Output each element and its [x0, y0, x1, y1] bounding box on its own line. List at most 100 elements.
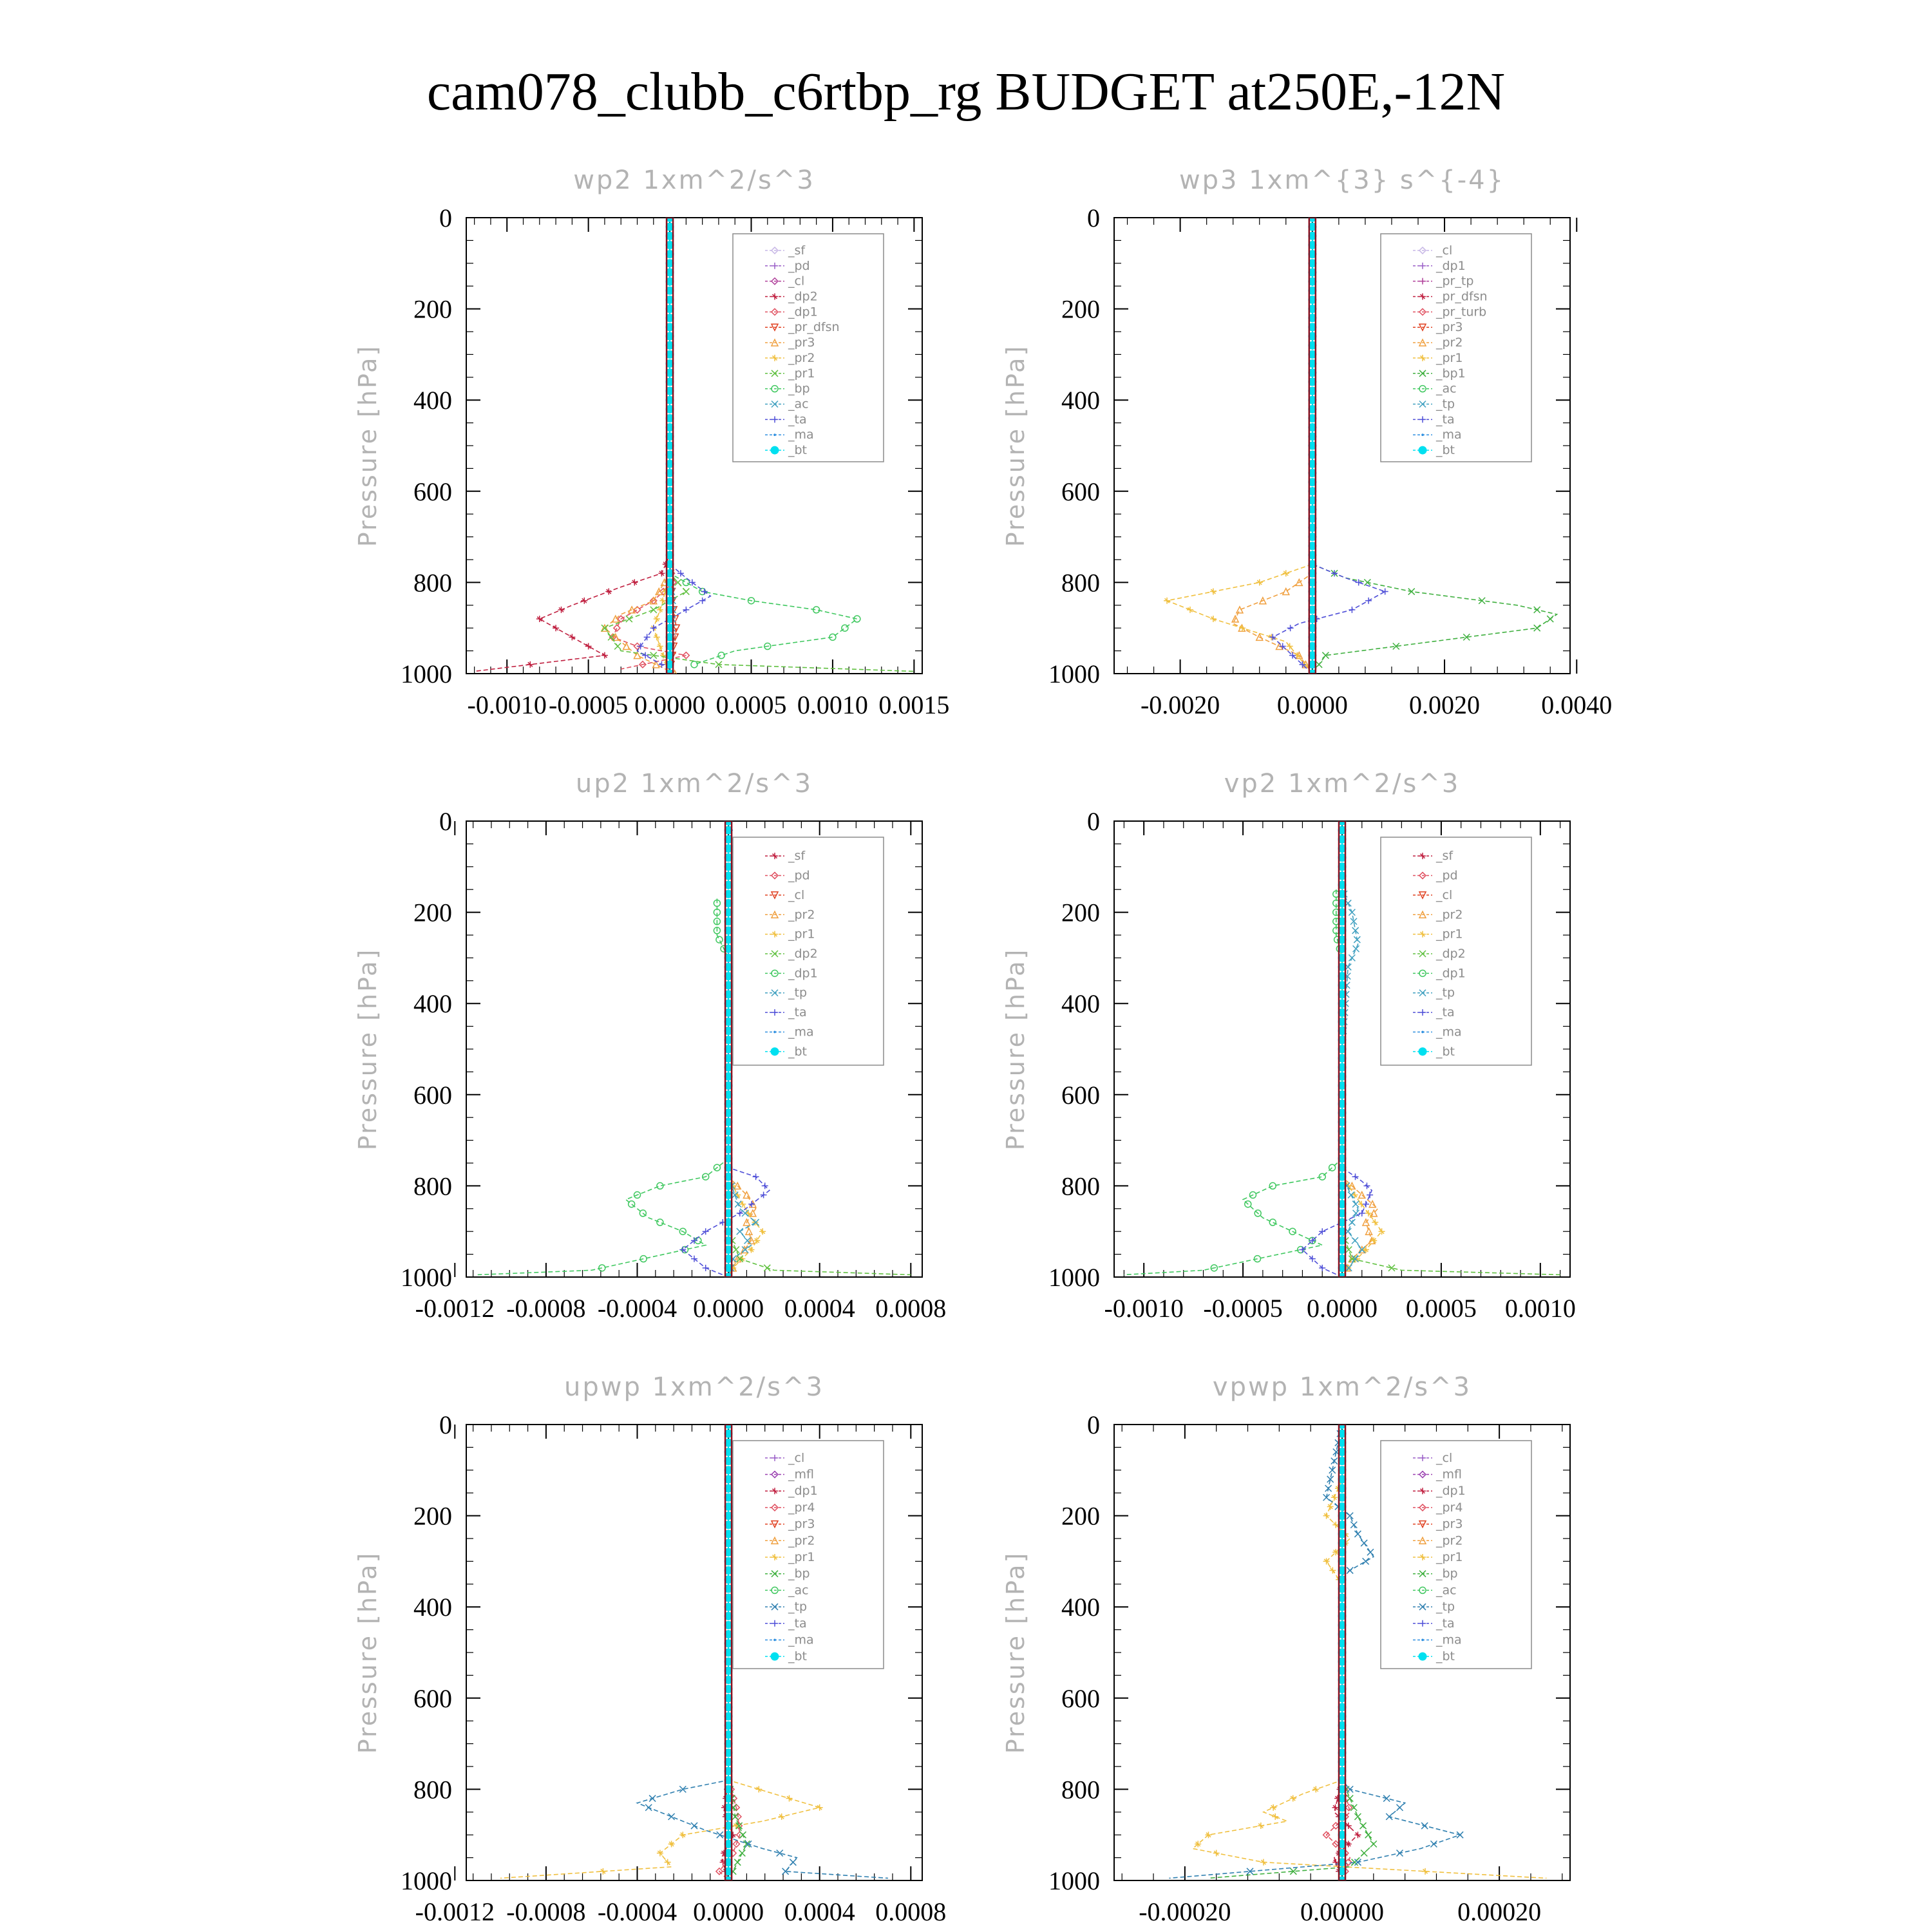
chart-2-point: [1282, 587, 1290, 596]
chart-3-legend-label: _sf: [788, 849, 806, 863]
chart-1-zero-profile: [665, 218, 674, 674]
chart-1-point: [658, 661, 665, 668]
chart-4-legend-item: _sf: [1413, 849, 1454, 863]
chart-1-legend-label: _pr2: [788, 351, 815, 365]
chart-5-point: [649, 1795, 656, 1803]
chart-6-point: [1345, 1803, 1353, 1812]
chart-4-point: [1388, 1264, 1396, 1272]
chart-4-legend-label: _tp: [1435, 986, 1455, 1000]
chart-3-point: [713, 1164, 721, 1171]
chart-2-legend-marker: [1418, 338, 1427, 346]
chart-5-legend-item: _ma: [765, 1633, 814, 1647]
chart-3-ylabel: Pressure [hPa]: [354, 948, 382, 1151]
chart-5-xtick-label: -0.0012: [415, 1897, 495, 1926]
chart-1-title: wp2 1xm^2/s^3: [573, 166, 815, 195]
chart-2-point: [1308, 218, 1317, 222]
chart-1-point: [637, 643, 644, 650]
chart-3-point: [702, 1228, 709, 1235]
chart-5-ytick-label: 400: [413, 1593, 452, 1622]
chart-3-legend-label: _pr1: [788, 927, 815, 942]
chart-3-point: [713, 908, 721, 916]
chart-3-legend-item: _tp: [765, 986, 807, 1000]
chart-2-legend-marker: [1419, 370, 1426, 377]
chart-1-point: [642, 652, 649, 659]
chart-3-point: [656, 1182, 664, 1190]
chart-2-legend-item: _pr_dfsn: [1413, 290, 1488, 304]
chart-3-legend-label: _dp1: [788, 966, 818, 980]
chart-5-point: [744, 1840, 752, 1848]
chart-3-xtick-label: 0.0000: [693, 1294, 764, 1323]
chart-1-point: [812, 606, 820, 614]
chart-4-point: [1210, 1264, 1218, 1272]
chart-4-point: [1269, 1218, 1277, 1226]
chart-5-point: [724, 1876, 733, 1880]
chart-4-legend-marker: [1419, 931, 1426, 938]
chart-1-xtick-label: 0.0015: [878, 690, 949, 719]
chart-3-point: [702, 1264, 709, 1271]
chart-3-point: [736, 1227, 744, 1235]
chart-4-point: [1363, 1182, 1370, 1189]
chart-6-point: [1346, 1795, 1354, 1803]
chart-2-point: [1164, 597, 1171, 604]
chart-2-point: [1231, 614, 1240, 623]
chart-1-ytick-label: 200: [413, 295, 452, 324]
chart-4-legend-marker: [1419, 1009, 1426, 1016]
chart-4-ytick-label: 400: [1061, 989, 1100, 1018]
chart-1-point: [600, 623, 609, 632]
chart-5-plot-area: [500, 1425, 888, 1880]
chart-5-point: [690, 1822, 698, 1830]
chart-4-legend-item: _dp2: [1413, 947, 1466, 961]
chart-1-xtick-label: 0.0010: [797, 690, 868, 719]
chart-6-point: [1272, 1813, 1279, 1820]
chart-1-point: [536, 616, 543, 623]
chart-6-point: [1422, 1868, 1429, 1875]
chart-1-point: [650, 625, 657, 632]
chart-1-legend-marker: [771, 370, 779, 377]
chart-5-point: [724, 1425, 733, 1429]
chart-1-legend-label: _pr_dfsn: [788, 320, 840, 334]
chart-5-point: [600, 1868, 607, 1875]
chart-4-legend-item: _ta: [1413, 1005, 1455, 1019]
chart-3-legend-item: _pd: [765, 869, 810, 883]
chart-3-legend-label: _bt: [788, 1045, 807, 1059]
chart-6-point: [1205, 1832, 1212, 1839]
chart-4-point: [1328, 1164, 1336, 1171]
chart-2-ytick-label: 1000: [1048, 659, 1100, 688]
chart-5-legend-label: _cl: [788, 1451, 804, 1465]
chart-5-legend-marker: [772, 1488, 778, 1495]
chart-2-point: [1363, 578, 1371, 586]
chart-3-point: [679, 1227, 687, 1235]
chart-4-ylabel: Pressure [hPa]: [1001, 948, 1030, 1151]
chart-6-point: [1354, 1859, 1361, 1866]
chart-1-point: [717, 651, 725, 659]
chart-6-ytick-label: 1000: [1048, 1866, 1100, 1895]
chart-5-ytick-label: 200: [413, 1502, 452, 1531]
chart-1-point: [653, 616, 660, 623]
chart-4-point: [1309, 1255, 1316, 1262]
chart-3-point: [656, 1218, 664, 1226]
chart-2-legend-marker: [1419, 400, 1426, 408]
chart-5-point: [679, 1832, 687, 1839]
chart-4-point: [1345, 1264, 1352, 1272]
chart-6-point: [1346, 1567, 1354, 1575]
chart-5-point: [786, 1795, 793, 1802]
chart-3-point: [724, 821, 733, 826]
chart-1-point: [656, 606, 663, 613]
chart-5-ytick-label: 800: [413, 1775, 452, 1804]
chart-2-legend-item: _bp1: [1413, 366, 1466, 381]
chart-5-xtick-label: -0.0004: [598, 1897, 677, 1926]
chart-2-series-ta: [1269, 218, 1388, 674]
chart-1-point: [605, 588, 612, 595]
chart-1-point: [653, 634, 660, 641]
chart-5-point: [739, 1831, 747, 1839]
chart-2-legend-item: _ma: [1413, 428, 1462, 442]
chart-2-plot-area: [1164, 218, 1558, 674]
chart-1-point: [764, 642, 772, 650]
chart-3-point: [598, 1264, 606, 1272]
chart-4-point: [1378, 1228, 1385, 1235]
chart-1-point: [649, 596, 658, 605]
chart-5-legend-label: _ac: [788, 1583, 809, 1597]
chart-4-point: [1348, 954, 1356, 961]
chart-1-legend-label: _ma: [788, 428, 814, 442]
chart-1-point: [569, 634, 576, 641]
